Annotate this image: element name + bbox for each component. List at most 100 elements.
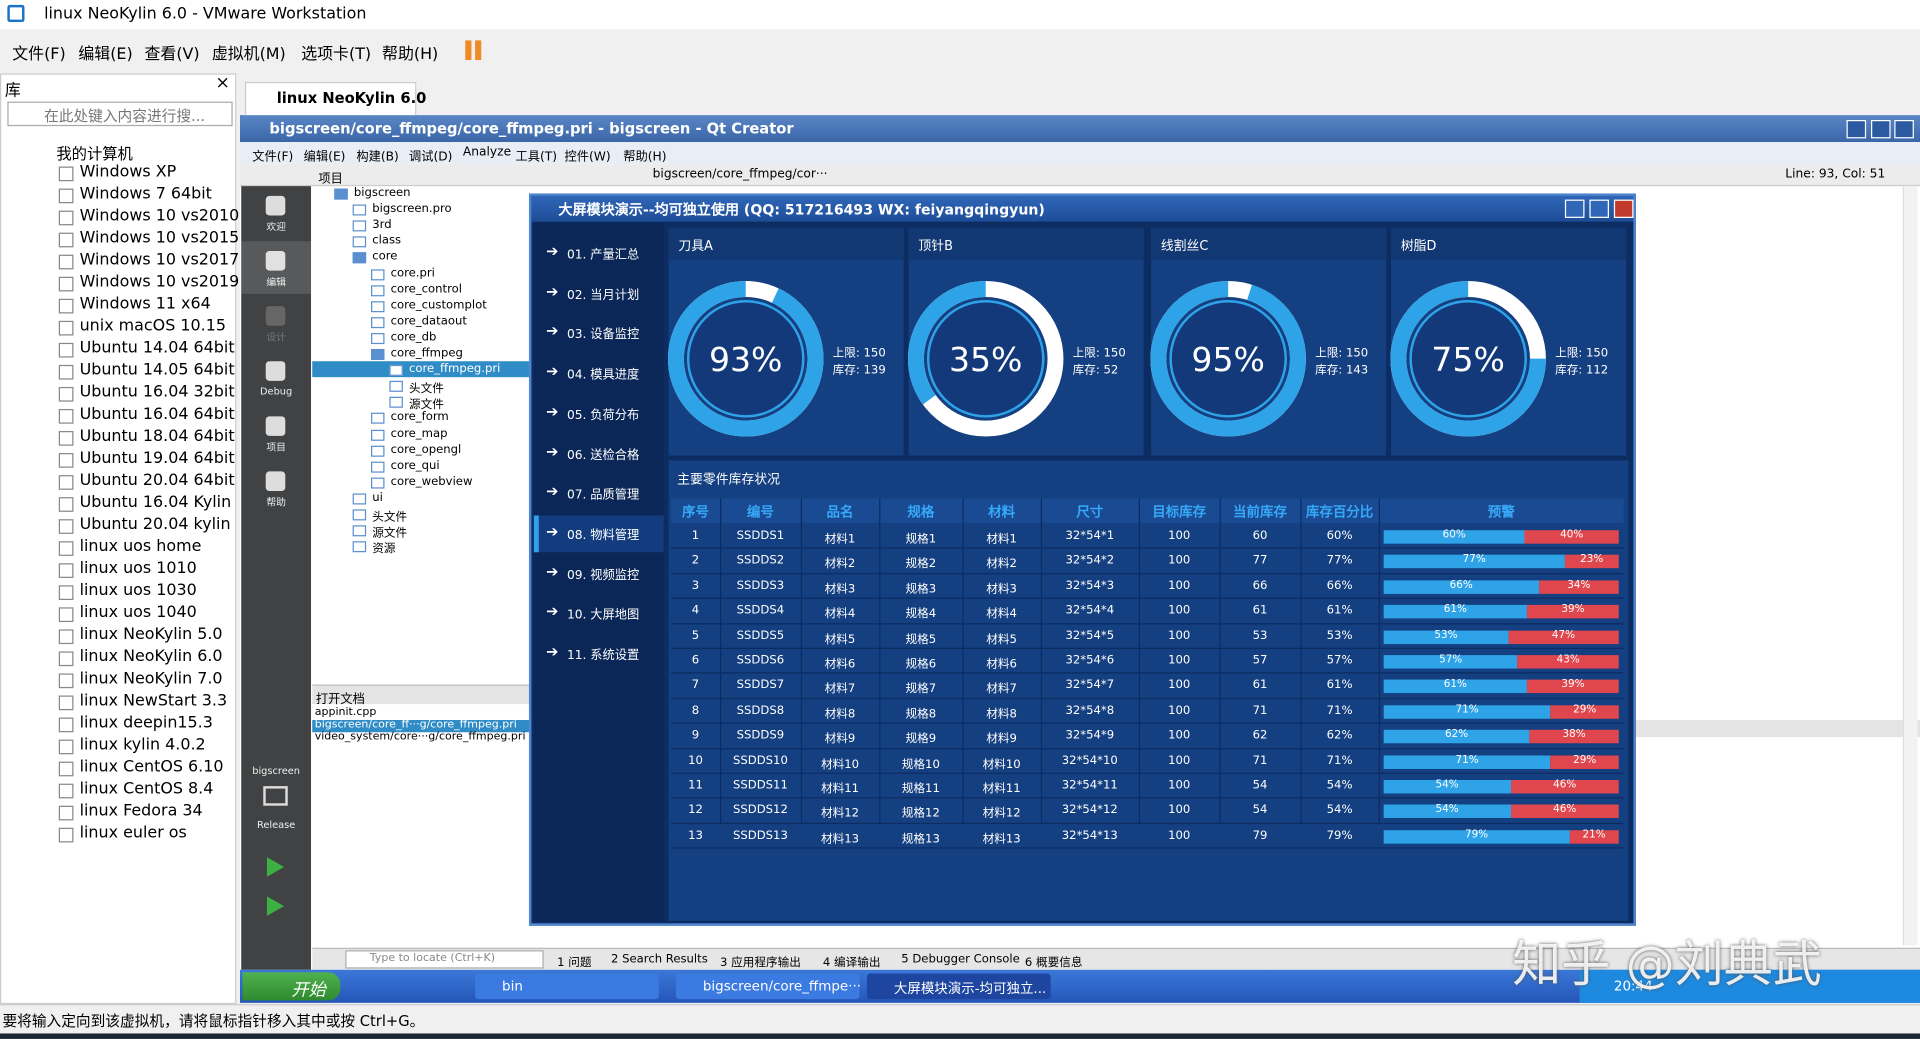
mode-label[interactable]: 编辑: [266, 276, 286, 288]
nav-item[interactable]: 02. 当月计划: [566, 288, 640, 303]
menu-item[interactable]: 编辑(E): [78, 45, 133, 64]
tree-item[interactable]: core_map: [390, 426, 448, 441]
mode-label[interactable]: 项目: [266, 442, 286, 454]
menu-item[interactable]: 文件(F): [12, 45, 66, 64]
mode-icon[interactable]: [265, 251, 286, 271]
tree-item[interactable]: 头文件: [372, 510, 408, 525]
app-window-button[interactable]: [1589, 199, 1609, 218]
tree-item[interactable]: class: [372, 234, 402, 248]
vm-item[interactable]: Windows 10 vs2019: [79, 273, 240, 292]
tree-item[interactable]: core_opengl: [390, 442, 462, 457]
tree-item[interactable]: core_webview: [390, 474, 473, 489]
nav-arrow[interactable]: ➔: [546, 522, 559, 540]
locate-box[interactable]: [345, 950, 544, 969]
vm-item[interactable]: Ubuntu 20.04 64bit: [79, 471, 235, 490]
mode-label[interactable]: 帮助: [266, 497, 286, 509]
tree-item[interactable]: ui: [372, 490, 383, 505]
nav-item[interactable]: 11. 系统设置: [566, 648, 640, 663]
vm-item[interactable]: Ubuntu 19.04 64bit: [79, 449, 235, 468]
vm-tab[interactable]: [244, 82, 417, 116]
tree-item[interactable]: 资源: [372, 542, 396, 557]
open-doc[interactable]: appinit.cpp: [314, 706, 377, 719]
vm-item[interactable]: Windows 7 64bit: [79, 184, 212, 204]
vm-item[interactable]: linux uos 1040: [79, 603, 197, 623]
vm-item[interactable]: linux CentOS 8.4: [79, 780, 214, 799]
task-button[interactable]: [675, 973, 860, 1000]
tree-root[interactable]: 我的计算机: [56, 144, 133, 163]
nav-item[interactable]: 03. 设备监控: [566, 328, 640, 343]
nav-arrow[interactable]: ➔: [546, 562, 559, 580]
menu-item[interactable]: 选项卡(T): [301, 45, 372, 64]
file-combo[interactable]: bigscreen/core_ffmpeg/cor···: [652, 167, 828, 182]
vm-item[interactable]: Windows 11 x64: [79, 295, 211, 314]
qt-menu-item[interactable]: 帮助(H): [623, 150, 667, 165]
tree-item[interactable]: core_dataout: [390, 314, 467, 328]
menu-item[interactable]: 帮助(H): [382, 45, 439, 64]
vm-item[interactable]: linux kylin 4.0.2: [79, 735, 206, 755]
vm-item[interactable]: linux deepin15.3: [79, 713, 213, 733]
vm-item[interactable]: linux NeoKylin 5.0: [79, 625, 223, 645]
task-label[interactable]: bin: [502, 978, 523, 995]
tree-item[interactable]: core_form: [390, 410, 449, 425]
qt-menu-item[interactable]: 工具(T): [515, 150, 558, 165]
vm-item[interactable]: Windows XP: [79, 162, 177, 182]
nav-arrow[interactable]: ➔: [546, 642, 559, 661]
app-window-button[interactable]: [1564, 199, 1585, 218]
open-doc[interactable]: bigscreen/core_ff···g/core_ffmpeg.pri: [314, 718, 517, 732]
vm-item[interactable]: linux NeoKylin 6.0: [79, 647, 223, 667]
tree-item[interactable]: core.pri: [390, 266, 435, 280]
nav-arrow[interactable]: ➔: [546, 402, 559, 420]
vm-item[interactable]: linux Fedora 34: [79, 802, 203, 821]
vm-item[interactable]: Ubuntu 14.05 64bit: [79, 361, 235, 380]
task-button[interactable]: [475, 973, 659, 1000]
app-window-button[interactable]: [1613, 199, 1634, 218]
nav-arrow[interactable]: ➔: [546, 282, 559, 300]
vm-item[interactable]: Ubuntu 18.04 64bit: [79, 427, 235, 446]
menu-item[interactable]: 虚拟机(M): [211, 45, 286, 64]
mode-icon[interactable]: [265, 361, 286, 381]
vm-item[interactable]: Windows 10 vs2010: [79, 206, 240, 226]
vm-item[interactable]: Ubuntu 16.04 64bit: [79, 405, 235, 424]
nav-item[interactable]: 10. 大屏地图: [566, 608, 640, 623]
tree-item[interactable]: core_db: [390, 330, 437, 344]
pause-icon[interactable]: [465, 40, 472, 61]
output-pane-button[interactable]: 4 编译输出: [822, 956, 881, 970]
mode-label[interactable]: 设计: [266, 331, 286, 343]
tree-item[interactable]: 3rd: [372, 218, 392, 232]
mode-label[interactable]: 欢迎: [266, 221, 286, 233]
vm-item[interactable]: linux CentOS 6.10: [79, 757, 224, 777]
vm-item[interactable]: Ubuntu 16.04 32bit: [79, 383, 235, 402]
output-pane-button[interactable]: 5 Debugger Console: [901, 952, 1020, 967]
tree-item[interactable]: core_ffmpeg.pri: [408, 362, 501, 377]
nav-item[interactable]: 01. 产量汇总: [566, 248, 640, 263]
tree-item[interactable]: core_ffmpeg: [390, 346, 463, 361]
vm-item[interactable]: Windows 10 vs2015: [79, 228, 240, 248]
vm-item[interactable]: Ubuntu 16.04 Kylin: [79, 493, 232, 512]
nav-arrow[interactable]: ➔: [546, 442, 559, 460]
qt-menu-item[interactable]: 文件(F): [252, 150, 294, 165]
vm-item[interactable]: Windows 10 vs2017: [79, 251, 240, 270]
tree-item[interactable]: core_qui: [390, 458, 440, 473]
menu-item[interactable]: 查看(V): [144, 45, 200, 64]
output-pane-button[interactable]: 1 问题: [557, 956, 592, 970]
nav-arrow[interactable]: ➔: [546, 242, 559, 260]
debug-run-button[interactable]: [266, 896, 285, 916]
qt-menu-item[interactable]: 调试(D): [408, 150, 453, 165]
tree-item[interactable]: core_control: [390, 282, 462, 296]
tree-item[interactable]: bigscreen.pro: [372, 202, 452, 216]
tree-item[interactable]: core: [372, 250, 398, 264]
vm-item[interactable]: linux NeoKylin 7.0: [79, 669, 223, 689]
kit-label[interactable]: bigscreen: [252, 765, 300, 777]
start-label[interactable]: 开始: [291, 980, 326, 1001]
nav-arrow[interactable]: ➔: [546, 482, 559, 500]
nav-item[interactable]: 05. 负荷分布: [566, 408, 640, 423]
vm-item[interactable]: linux euler os: [79, 824, 187, 843]
nav-item[interactable]: 06. 送检合格: [566, 448, 640, 463]
nav-item[interactable]: 04. 模具进度: [566, 368, 640, 383]
mode-label[interactable]: Debug: [260, 385, 293, 397]
nav-item[interactable]: 08. 物料管理: [566, 528, 640, 543]
qt-menu-item[interactable]: 构建(B): [356, 150, 399, 165]
output-pane-button[interactable]: 3 应用程序输出: [720, 956, 801, 970]
qt-menu-item[interactable]: 控件(W): [564, 150, 611, 165]
nav-arrow[interactable]: ➔: [546, 602, 559, 620]
